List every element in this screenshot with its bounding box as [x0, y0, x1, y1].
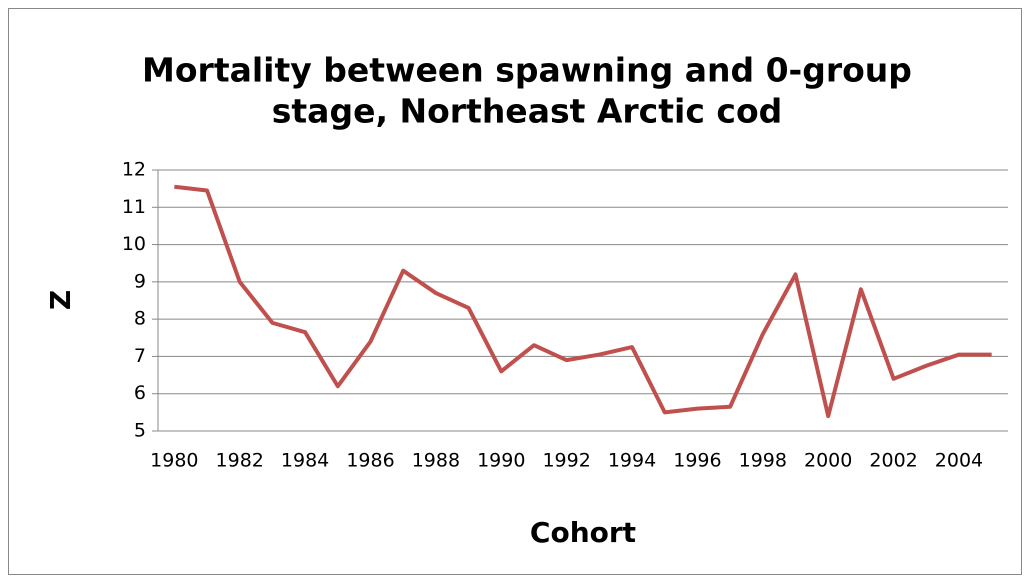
y-axis-title: Z: [44, 290, 77, 310]
y-tick-label: 6: [134, 382, 146, 404]
x-tick-label: 2004: [935, 450, 983, 472]
x-tick-label: 1986: [346, 450, 394, 472]
y-tick-label: 7: [134, 345, 146, 367]
y-tick-label: 8: [134, 308, 146, 330]
x-tick-label: 1988: [412, 450, 460, 472]
x-axis-title: Cohort: [530, 516, 636, 549]
x-tick-label: 1982: [216, 450, 264, 472]
chart-title: Mortality between spawning and 0-group: [142, 51, 912, 90]
x-tick-label: 1996: [673, 450, 721, 472]
y-tick-label: 9: [134, 270, 146, 292]
y-tick-label: 10: [122, 233, 146, 255]
x-tick-label: 2002: [869, 450, 917, 472]
x-tick-label: 1984: [281, 450, 329, 472]
y-tick-label: 11: [122, 196, 146, 218]
chart-border: [8, 8, 1022, 575]
x-tick-label: 1998: [739, 450, 787, 472]
x-tick-label: 2000: [804, 450, 852, 472]
y-tick-label: 12: [122, 159, 146, 181]
data-line: [174, 184, 992, 419]
x-tick-label: 1992: [542, 450, 590, 472]
x-tick-label: 1980: [150, 450, 198, 472]
x-tick-label: 1994: [608, 450, 656, 472]
chart-title: stage, Northeast Arctic cod: [272, 92, 782, 131]
x-tick-label: 1990: [477, 450, 525, 472]
y-tick-label: 5: [134, 420, 146, 442]
